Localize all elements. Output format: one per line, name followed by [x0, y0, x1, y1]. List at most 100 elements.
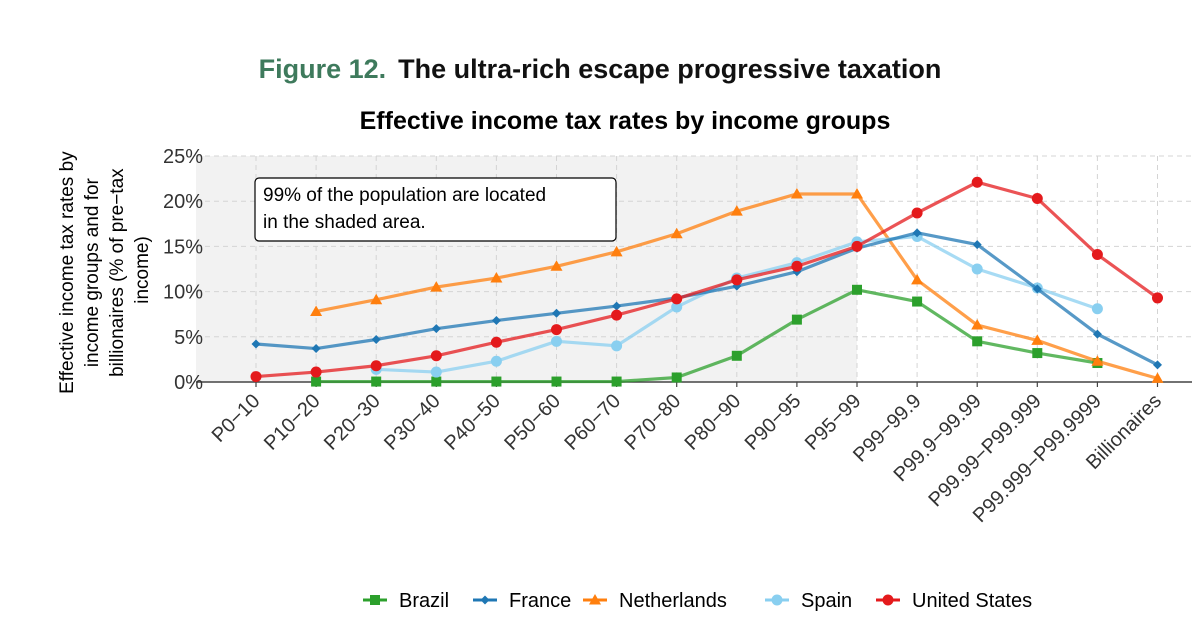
x-tick-label: P10−20 [260, 390, 325, 455]
data-point-united-states [1031, 192, 1043, 204]
y-axis-label-line-4: income) [132, 236, 153, 304]
plot-area: 0%5%10%15%20%25%P0−10P10−20P20−30P30−40P… [163, 146, 1192, 527]
y-axis-label: Effective income tax rates by income gro… [57, 146, 153, 394]
data-point-france [1153, 360, 1162, 370]
data-point-united-states [310, 366, 322, 378]
series-france [251, 228, 1162, 370]
data-point-netherlands [370, 293, 383, 305]
figure-label: Figure 12. [259, 54, 387, 84]
data-point-spain [671, 301, 683, 313]
data-point-brazil [912, 296, 923, 307]
data-point-france [612, 301, 622, 311]
series-line-united-states [255, 180, 1159, 379]
data-point-united-states [490, 336, 502, 348]
y-axis-label-line-3: billionaires (% of pre−tax [107, 168, 128, 377]
series-line-brazil [316, 288, 1098, 384]
data-point-spain [971, 263, 983, 275]
data-point-united-states [370, 360, 382, 372]
data-point-france [552, 308, 561, 318]
y-tick-label: 0% [174, 372, 203, 394]
data-point-spain [490, 355, 502, 367]
y-tick-label: 15% [163, 236, 203, 258]
data-point-netherlands [430, 281, 443, 292]
y-tick-label: 10% [163, 282, 203, 304]
annotation-text: in the shaded area. [263, 212, 426, 233]
legend-item-spain: Spain [765, 590, 852, 612]
data-point-brazil [671, 372, 682, 383]
x-tick-label: P60−70 [560, 390, 625, 455]
data-point-brazil [371, 376, 382, 387]
legend-item-netherlands: Netherlands [583, 590, 727, 612]
data-point-netherlands [1031, 334, 1044, 345]
x-tick-label: P0−10 [208, 390, 265, 447]
x-tick-label: P80−90 [681, 390, 746, 455]
data-point-united-states [731, 274, 743, 286]
data-point-united-states [1091, 249, 1103, 261]
data-point-spain [1091, 303, 1103, 315]
data-point-brazil [611, 376, 622, 387]
series-netherlands [310, 187, 1164, 383]
data-point-brazil [791, 314, 802, 325]
figure-heading: Figure 12. The ultra-rich escape progres… [259, 54, 942, 84]
data-point-netherlands [911, 273, 924, 285]
data-point-spain [611, 340, 623, 352]
y-axis-label-line-1: Effective income tax rates by [57, 151, 78, 394]
legend-label: Spain [801, 590, 852, 612]
data-point-netherlands [730, 205, 743, 216]
data-point-united-states [851, 240, 863, 252]
x-tick-label: P40−50 [440, 390, 505, 455]
data-point-brazil [1032, 348, 1043, 359]
data-point-netherlands [851, 187, 863, 199]
data-point-brazil [311, 376, 322, 387]
annotation-text: 99% of the population are located [263, 185, 546, 206]
series-united-states [250, 176, 1163, 383]
y-tick-label: 25% [163, 146, 203, 168]
legend-label: United States [912, 590, 1032, 612]
data-point-france [912, 228, 922, 238]
legend-label: Netherlands [619, 590, 727, 612]
data-point-netherlands [1151, 372, 1164, 383]
legend-label: Brazil [399, 590, 449, 612]
series-line-france [255, 231, 1159, 367]
data-point-united-states [611, 309, 623, 321]
legend-swatch-marker [882, 594, 894, 606]
data-point-brazil [551, 376, 562, 387]
x-tick-label: P50−60 [500, 390, 565, 455]
data-point-netherlands [310, 305, 323, 316]
x-tick-label: P90−95 [741, 390, 806, 455]
figure-title: The ultra-rich escape progressive taxati… [398, 54, 941, 84]
data-point-united-states [971, 176, 983, 188]
data-point-united-states [911, 207, 923, 219]
data-point-france [311, 344, 321, 354]
data-point-united-states [791, 260, 803, 272]
data-point-netherlands [490, 272, 503, 283]
chart-title: Effective income tax rates by income gro… [360, 107, 891, 135]
data-point-france [431, 324, 441, 334]
annotation: 99% of the population are located in the … [254, 177, 617, 242]
data-point-france [491, 316, 501, 326]
y-tick-label: 20% [163, 191, 203, 213]
data-point-netherlands [610, 245, 623, 257]
legend-item-france: France [473, 590, 571, 612]
data-point-brazil [852, 284, 862, 295]
legend-item-united-states: United States [876, 590, 1032, 612]
data-point-brazil [731, 350, 742, 361]
data-point-united-states [551, 324, 562, 336]
data-point-france [1092, 329, 1102, 339]
data-point-united-states [671, 293, 683, 305]
data-point-brazil [431, 376, 442, 387]
legend-swatch-marker [771, 594, 783, 606]
data-point-united-states [430, 350, 442, 362]
data-point-brazil [972, 336, 983, 347]
legend-label: France [509, 590, 571, 612]
legend: Brazil France Netherlands Spain United State… [363, 590, 1032, 612]
data-point-france [251, 339, 261, 349]
x-tick-label: P99.99−P99.999 [925, 390, 1046, 511]
x-tick-label: P20−30 [320, 390, 385, 455]
data-point-spain [551, 335, 562, 347]
x-tick-label: P30−40 [380, 390, 445, 455]
legend-swatch-marker [480, 595, 490, 605]
data-point-spain [430, 366, 442, 378]
data-point-united-states [1152, 292, 1163, 304]
